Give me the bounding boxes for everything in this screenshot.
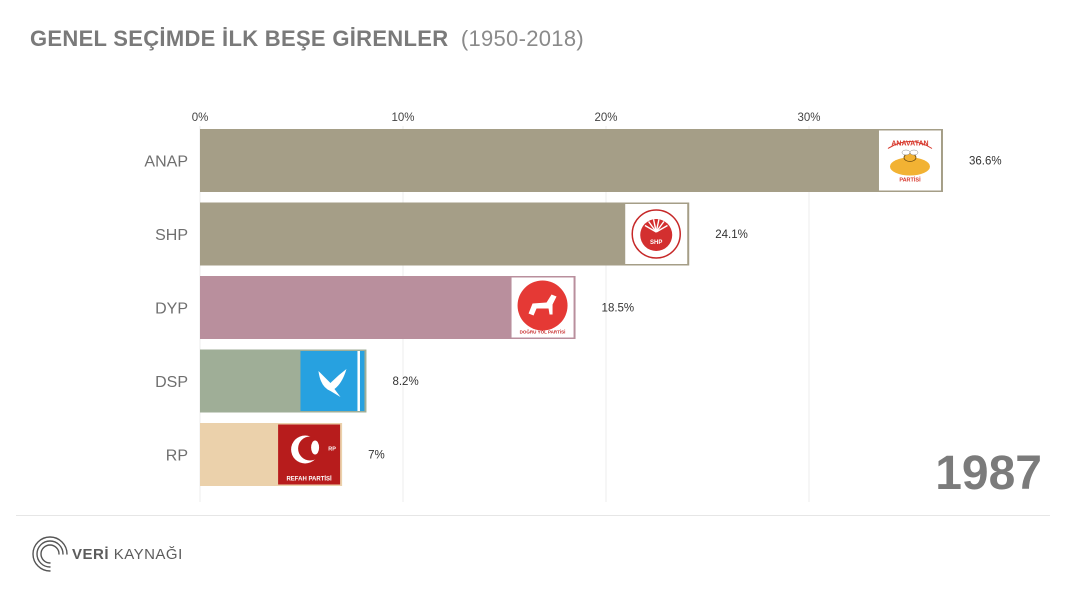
brand-logo: VERİ KAYNAĞI [30, 534, 183, 574]
logo-text: DOĞRU YOL PARTİSİ [520, 328, 566, 335]
value-label: 24.1% [715, 229, 748, 241]
value-label: 18.5% [602, 303, 635, 315]
shp-logo: SHP [625, 204, 688, 264]
x-tick-label: 10% [391, 112, 414, 124]
value-label: 7% [368, 450, 385, 462]
wheat-icon [311, 440, 320, 455]
logo-text-top: ANAVATAN [891, 141, 928, 148]
dsp-dove-logo [300, 351, 365, 411]
title-main: GENEL SEÇİMDE İLK BEŞE GİRENLER [30, 26, 449, 51]
bar [200, 202, 690, 266]
brand-arc-icon [32, 536, 68, 572]
logo-arrow [644, 224, 657, 233]
logo-arrow [655, 219, 660, 233]
logo-arrow [655, 221, 665, 233]
logo-text: SHP [650, 240, 662, 246]
logo-honey-map [889, 157, 930, 176]
anavatan-bee-logo: ANAVATAN PARTİSİ [878, 130, 941, 191]
year-label: 1987 [935, 447, 1042, 500]
horse-icon [528, 294, 557, 316]
category-label: DYP [155, 301, 188, 318]
logo-background [300, 351, 365, 411]
x-tick-label: 20% [594, 112, 617, 124]
footer-divider [16, 515, 1050, 516]
bar-chart: 0% 10% 20% 30% ANAP ANAVATAN PARTİSİ 36.6% SHP SH… [144, 112, 1002, 502]
category-label: DSP [155, 374, 188, 391]
chart-title: GENEL SEÇİMDE İLK BEŞE GİRENLER (1950-20… [30, 26, 584, 52]
dyp-horse-logo: DOĞRU YOL PARTİSİ [511, 277, 574, 338]
x-tick-label: 0% [192, 112, 209, 124]
value-label: 36.6% [969, 156, 1002, 168]
category-label: SHP [155, 227, 188, 244]
logo-arrow [655, 224, 668, 233]
bar [200, 129, 943, 192]
rp-refah-logo: RP REFAH PARTİSİ [278, 424, 341, 485]
value-label: 8.2% [392, 376, 418, 388]
logo-disc [640, 219, 673, 251]
logo-arrow [648, 221, 657, 233]
logo-text: REFAH PARTİSİ [286, 476, 332, 483]
brand-name-bold: VERİ [72, 545, 110, 563]
logo-badge: RP [328, 447, 336, 453]
x-tick-label: 30% [797, 112, 820, 124]
logo-stripe [357, 351, 360, 411]
bee-wing-icon [909, 149, 919, 156]
category-label: ANAP [144, 154, 188, 171]
logo-text-bottom: PARTİSİ [899, 177, 921, 184]
bee-wing-icon [901, 149, 911, 156]
logo-arc [887, 141, 933, 149]
category-label: RP [166, 448, 188, 465]
title-subtitle: (1950-2018) [460, 26, 584, 51]
brand-name: VERİ KAYNAĞI [72, 546, 183, 563]
dove-icon [318, 369, 347, 397]
logo-arrow [652, 219, 657, 233]
brand-name-rest: KAYNAĞI [113, 545, 183, 563]
